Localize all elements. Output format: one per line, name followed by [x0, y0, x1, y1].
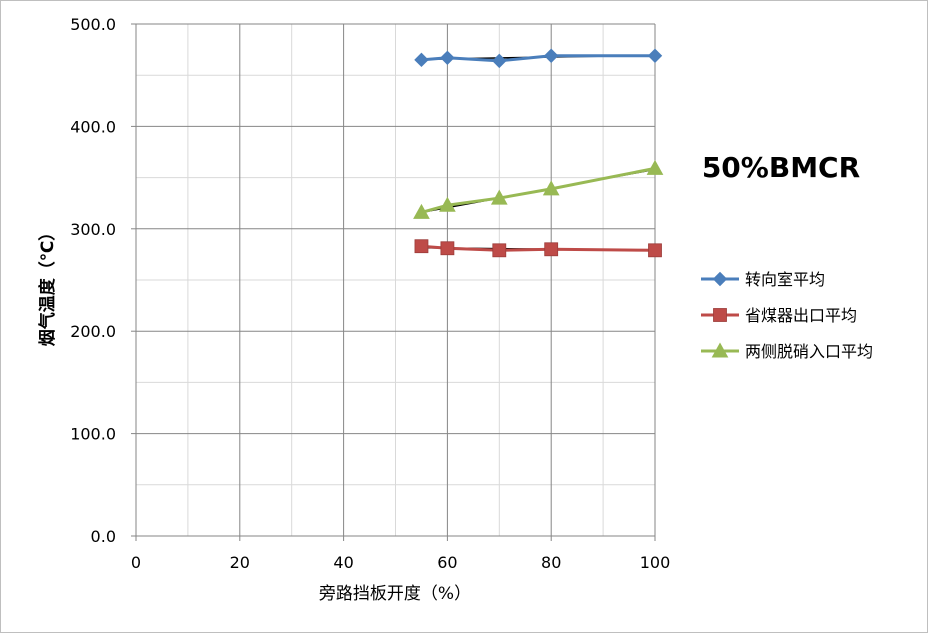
- data-point: [413, 203, 430, 219]
- y-tick-label: 100.0: [70, 425, 116, 444]
- x-tick-label: 0: [131, 553, 141, 572]
- x-tick-label: 100: [640, 553, 671, 572]
- series-line: [421, 54, 655, 63]
- data-point: [490, 189, 508, 205]
- series-line: [421, 244, 656, 252]
- tick-labels: 0 20 40 60 80 100 0.0 100.0 200.0 300.0 400.0 500.0: [70, 15, 670, 572]
- y-tick-label: 200.0: [70, 322, 116, 341]
- y-tick-label: 300.0: [70, 220, 116, 239]
- x-tick-label: 80: [541, 553, 561, 572]
- y-tick-label: 500.0: [70, 15, 116, 34]
- data-point: [414, 239, 429, 254]
- legend-marker: [711, 342, 729, 358]
- grid: [136, 23, 656, 536]
- y-tick-label: 400.0: [70, 117, 116, 136]
- y-axis-title: 烟气温度（℃）: [37, 224, 58, 347]
- axes: [131, 23, 656, 541]
- data-point: [648, 243, 662, 258]
- x-axis-title: 旁路挡板开度（%）: [319, 584, 471, 604]
- legend-label: 省煤器出口平均: [745, 306, 857, 325]
- x-tick-label: 40: [333, 553, 353, 572]
- x-tick-label: 60: [437, 553, 457, 572]
- data-point: [414, 52, 429, 68]
- data-point: [492, 53, 507, 69]
- data-point: [492, 243, 507, 258]
- data-point: [440, 50, 455, 65]
- data-point: [440, 241, 455, 256]
- y-tick-label: 0.0: [91, 527, 116, 546]
- legend-marker: [713, 308, 727, 322]
- series: [413, 48, 664, 258]
- data-point: [542, 180, 560, 196]
- data-point: [439, 196, 456, 212]
- data-point: [647, 48, 663, 63]
- legend-label: 两侧脱硝入口平均: [745, 342, 873, 361]
- data-point: [544, 242, 559, 257]
- data-point: [646, 159, 664, 175]
- legend-label: 转向室平均: [745, 270, 825, 289]
- trendlines: [421, 54, 656, 252]
- chart-title: 50%BMCR: [702, 151, 860, 184]
- legend-marker: [712, 271, 728, 287]
- data-point: [543, 48, 559, 63]
- x-tick-label: 20: [230, 553, 250, 572]
